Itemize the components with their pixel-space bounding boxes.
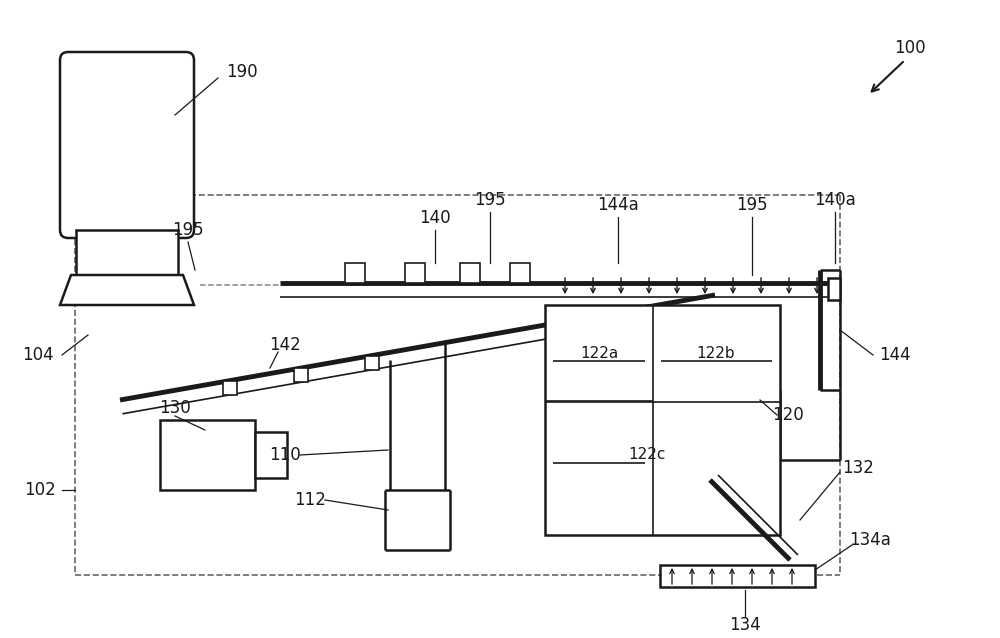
Bar <box>365 356 379 369</box>
Bar <box>510 263 530 283</box>
FancyBboxPatch shape <box>60 52 194 238</box>
Text: 110: 110 <box>269 446 301 464</box>
Bar <box>405 263 425 283</box>
Text: 140: 140 <box>419 209 451 227</box>
Bar <box>223 381 237 395</box>
Bar <box>460 263 480 283</box>
Text: 120: 120 <box>772 406 804 424</box>
Bar <box>76 230 178 275</box>
Bar <box>294 368 308 382</box>
Text: 102: 102 <box>24 481 56 499</box>
Text: 195: 195 <box>172 221 204 239</box>
Bar <box>545 305 780 535</box>
Bar <box>828 278 840 300</box>
Text: 122b: 122b <box>697 346 735 361</box>
Text: 144: 144 <box>879 346 911 364</box>
Text: 122a: 122a <box>580 346 618 361</box>
Text: 144a: 144a <box>597 196 639 214</box>
Text: 122c: 122c <box>628 447 666 462</box>
Text: 112: 112 <box>294 491 326 509</box>
Text: 190: 190 <box>226 63 258 81</box>
Bar <box>345 263 365 283</box>
Text: 132: 132 <box>842 459 874 477</box>
Text: 134a: 134a <box>849 531 891 549</box>
Text: 100: 100 <box>894 39 926 57</box>
Text: 195: 195 <box>474 191 506 209</box>
Text: 142: 142 <box>269 336 301 354</box>
Polygon shape <box>60 275 194 305</box>
Text: 140a: 140a <box>814 191 856 209</box>
Text: 130: 130 <box>159 399 191 417</box>
Bar <box>255 432 287 478</box>
Text: 104: 104 <box>22 346 54 364</box>
Bar <box>660 565 815 587</box>
Bar <box>160 420 255 490</box>
Text: 134: 134 <box>729 616 761 634</box>
Text: 195: 195 <box>736 196 768 214</box>
